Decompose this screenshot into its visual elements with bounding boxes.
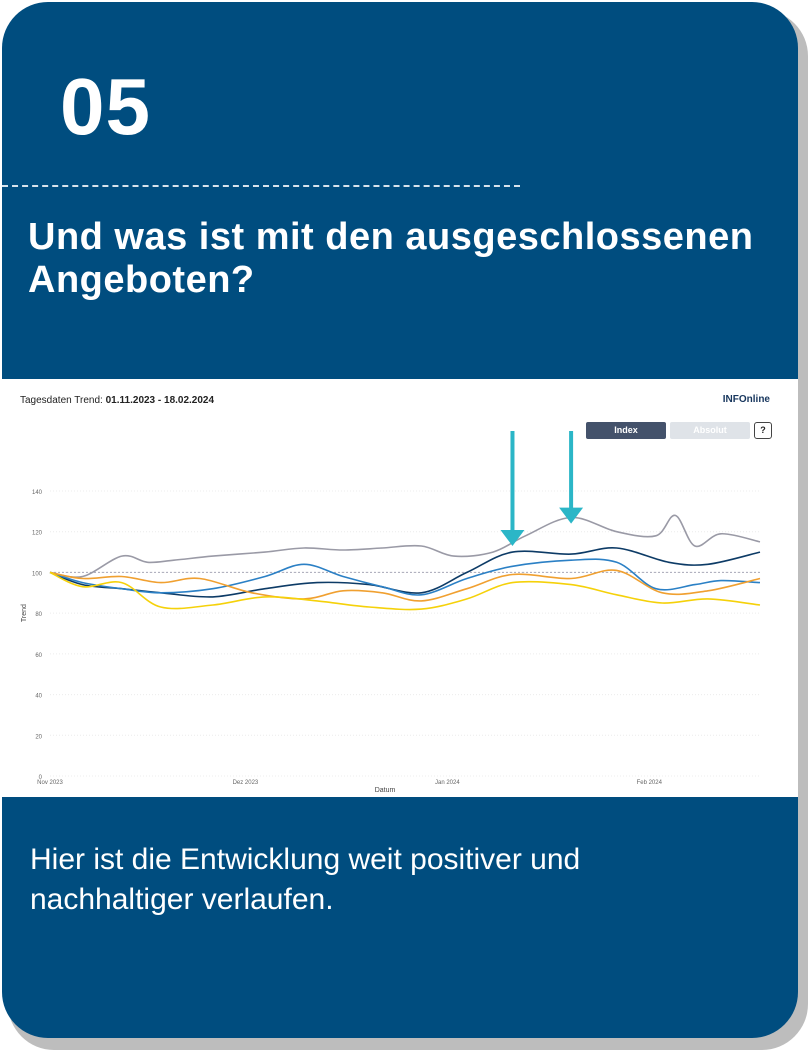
slide-number: 05 (60, 62, 151, 151)
annotation-arrow-head-1 (500, 529, 525, 546)
trend-chart: 0 20 40 60 80 100 120 140 Nov 2023 Dez 2023 Jan 20… (21, 431, 761, 794)
chart-panel: Tagesdaten Trend: 01.11.2023 - 18.02.202… (2, 379, 798, 797)
chart-title-range: 01.11.2023 - 18.02.2024 (105, 395, 215, 406)
slide-heading: Und was ist mit den ausgeschlossenen Ang… (28, 216, 754, 301)
index-button[interactable]: Index (586, 422, 666, 439)
infonline-logo: INFOnline (722, 394, 770, 405)
x-tick-label: Feb 2024 (637, 780, 663, 786)
series-line-5 (49, 571, 761, 611)
y-tick-label: 80 (35, 612, 42, 618)
y-tick-label: 140 (32, 490, 43, 496)
help-button[interactable]: ? (754, 422, 772, 439)
slide-card: 05 Und was ist mit den ausgeschlossenen … (2, 2, 798, 1038)
x-axis-label: Datum (375, 787, 396, 794)
y-axis-label: Trend (21, 604, 28, 622)
x-tick-label: Jan 2024 (435, 780, 460, 786)
series-line-3 (49, 558, 761, 596)
x-tick-label: Dez 2023 (233, 780, 259, 786)
y-tick-label: 0 (39, 775, 43, 781)
x-tick-label: Nov 2023 (37, 780, 63, 786)
slide-body-text: Hier ist die Entwicklung weit positiver … (30, 843, 581, 916)
y-tick-label: 60 (35, 653, 42, 659)
y-tick-label: 100 (32, 571, 43, 577)
y-tick-label: 20 (35, 734, 42, 740)
series-line-1 (49, 514, 761, 578)
annotation-arrow-head-2 (559, 507, 584, 524)
chart-panel-title: Tagesdaten Trend: 01.11.2023 - 18.02.202… (20, 395, 214, 406)
y-tick-label: 40 (35, 694, 42, 700)
y-tick-label: 120 (32, 531, 43, 537)
absolut-button[interactable]: Absolut (670, 422, 750, 439)
dashed-divider (2, 185, 520, 187)
series-line-4 (49, 569, 761, 602)
chart-title-prefix: Tagesdaten Trend: (20, 395, 103, 406)
